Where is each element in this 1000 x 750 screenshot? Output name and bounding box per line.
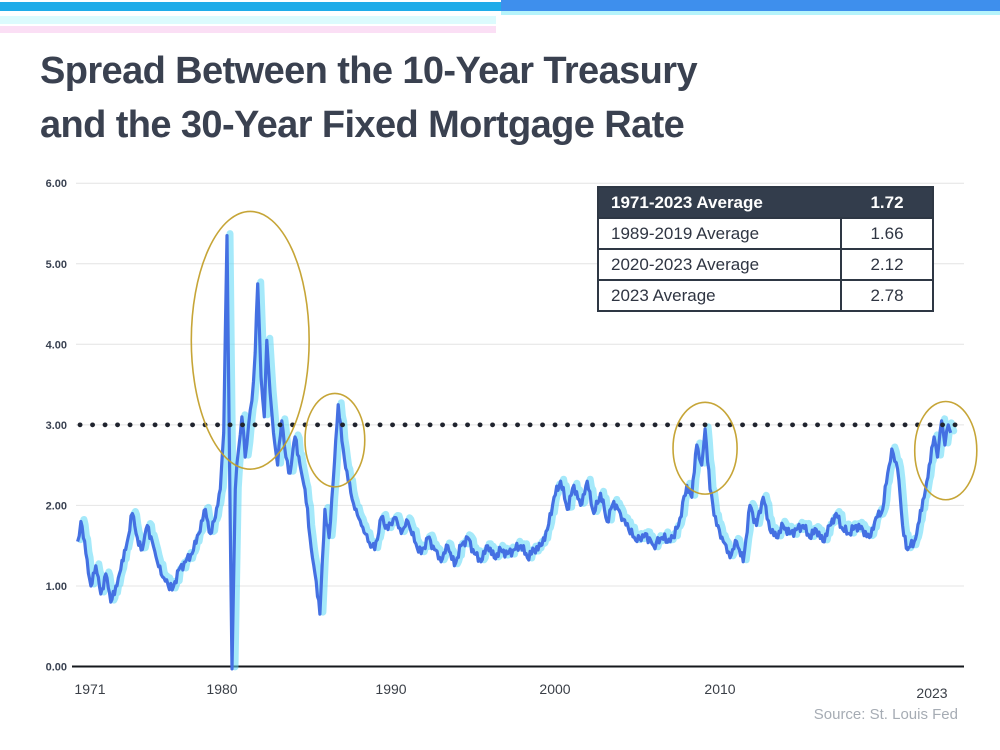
y-axis-tick-label: 4.00 xyxy=(46,339,67,351)
table-cell-label: 1971-2023 Average xyxy=(611,193,763,212)
y-axis-tick-label: 3.00 xyxy=(46,420,67,432)
table-row: 1971-2023 Average 1.72 xyxy=(599,188,932,217)
x-axis-tick-label: 2023 xyxy=(916,685,947,701)
highlight-ellipse xyxy=(672,401,738,495)
x-axis-tick-label: 1971 xyxy=(74,681,105,697)
table-cell-value: 1.72 xyxy=(870,193,904,212)
page-title-line-1: Spread Between the 10-Year Treasury xyxy=(40,50,698,92)
source-note: Source: St. Louis Fed xyxy=(813,706,958,723)
table-row: 2023 Average 2.78 xyxy=(599,279,932,310)
highlight-ellipse xyxy=(190,210,310,470)
x-axis-tick-label: 2010 xyxy=(704,681,735,697)
x-axis-tick-label: 1990 xyxy=(375,681,406,697)
header-blue-bar xyxy=(501,0,1000,11)
header-pale-pink-strip xyxy=(0,26,496,33)
highlight-ellipse xyxy=(304,392,366,488)
spread-line xyxy=(76,234,953,671)
highlight-ellipse xyxy=(913,400,978,501)
x-axis-tick-label: 1980 xyxy=(206,681,237,697)
y-axis-tick-label: 0.00 xyxy=(46,662,67,674)
table-row: 1989-2019 Average 1.66 xyxy=(599,217,932,248)
table-cell-label: 1989-2019 Average xyxy=(611,224,760,243)
y-axis-tick-label: 5.00 xyxy=(46,259,67,271)
page-title: Spread Between the 10-Year Treasury and … xyxy=(40,44,940,152)
table-cell-value: 2.78 xyxy=(840,281,932,310)
table-cell-value: 2.12 xyxy=(840,250,932,279)
x-axis-tick-label: 2000 xyxy=(539,681,570,697)
table-cell-label: 2023 Average xyxy=(611,286,716,305)
averages-table: 1971-2023 Average 1.72 1989-2019 Average 1.… xyxy=(597,186,934,312)
y-axis-tick-label: 1.00 xyxy=(46,581,67,593)
table-cell-value: 1.66 xyxy=(840,219,932,248)
header-pale-blue-bar xyxy=(501,11,1000,15)
y-axis-tick-label: 2.00 xyxy=(46,500,67,512)
header-cyan-bar xyxy=(0,2,501,11)
table-row: 2020-2023 Average 2.12 xyxy=(599,248,932,279)
header-pale-cyan-strip xyxy=(0,16,496,24)
y-axis-tick-label: 6.00 xyxy=(46,178,67,190)
table-cell-label: 2020-2023 Average xyxy=(611,255,760,274)
page-title-line-2: and the 30-Year Fixed Mortgage Rate xyxy=(40,104,685,146)
